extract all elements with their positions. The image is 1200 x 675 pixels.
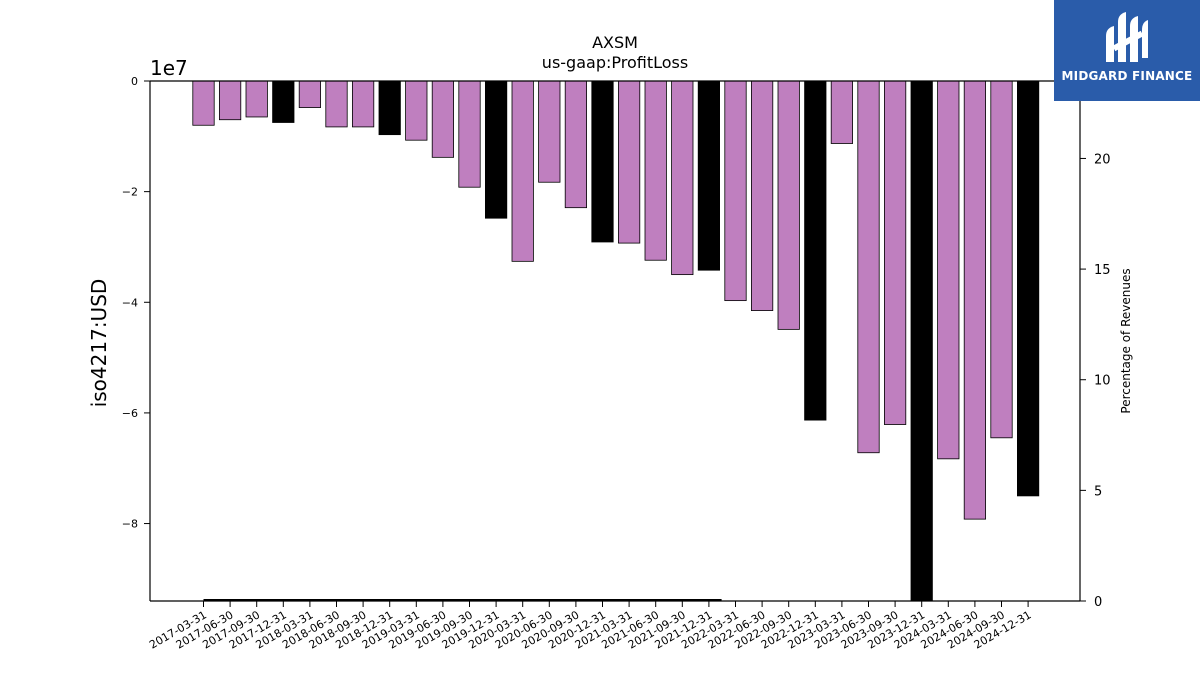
bar-2023-06-30 (857, 80, 880, 454)
bar-2024-09-30 (990, 80, 1013, 439)
y-offset-label: 1e7 (150, 56, 188, 80)
bar-2019-09-30 (458, 80, 481, 188)
bar-2018-12-31 (378, 80, 401, 136)
bar-2018-06-30 (325, 80, 348, 128)
midgard-logo-icon (1106, 12, 1148, 62)
bar-2020-12-31 (591, 80, 614, 243)
bar-2019-03-31 (405, 80, 428, 141)
y-axis-label: iso4217:USD (87, 279, 111, 408)
y2-tick-label: 15 (1094, 263, 1111, 278)
y2-tick-label: 10 (1094, 374, 1111, 389)
bar-2019-12-31 (484, 80, 508, 219)
bar-2021-09-30 (671, 80, 694, 276)
bar-2021-06-30 (644, 80, 667, 261)
y2-tick-label: 0 (1094, 595, 1102, 610)
bar-2024-03-31 (937, 80, 960, 460)
chart-title: AXSM (592, 33, 638, 52)
y-tick-label: −8 (122, 518, 138, 531)
y-ticks-group: 0 −2 −4 −6 −8 (122, 75, 150, 531)
bar-2022-12-31 (804, 80, 827, 421)
bar-2017-03-31 (192, 80, 215, 126)
bar-2023-09-30 (884, 80, 907, 425)
logo-text: MIDGARD FINANCE (1061, 69, 1193, 83)
y-tick-label: −2 (122, 186, 138, 199)
bars-group (192, 80, 1040, 602)
bar-2017-12-31 (272, 80, 295, 123)
bar-2020-03-31 (511, 80, 534, 262)
y2-tick-label: 5 (1094, 484, 1102, 499)
x-ticks-group: 2017-03-312017-06-302017-09-302017-12-31… (147, 601, 1034, 652)
y2-ticks-group: 0 5 10 15 20 (1080, 152, 1111, 610)
y-tick-label: 0 (131, 75, 138, 88)
bar-2024-12-31 (1017, 80, 1040, 497)
bar-2022-03-31 (724, 80, 747, 302)
bar-2020-09-30 (564, 80, 588, 209)
bar-2021-03-31 (618, 80, 641, 244)
bar-2022-09-30 (777, 80, 800, 330)
bar-2018-09-30 (351, 80, 375, 128)
bar-2022-06-30 (751, 80, 774, 311)
bar-2023-03-31 (830, 80, 854, 144)
bar-2023-12-31 (910, 80, 933, 602)
bar-2020-06-30 (538, 80, 561, 183)
y2-axis-label: Percentage of Revenues (1119, 268, 1133, 413)
midgard-finance-logo: MIDGARD FINANCE (1054, 0, 1200, 101)
bar-2018-03-31 (298, 80, 322, 108)
y-tick-label: −6 (122, 407, 138, 420)
y2-tick-label: 20 (1094, 152, 1111, 167)
bar-2017-09-30 (245, 80, 268, 118)
bar-2017-06-30 (218, 80, 242, 121)
bar-2019-06-30 (431, 80, 455, 158)
bar-2024-06-30 (963, 80, 987, 520)
y-tick-label: −4 (122, 296, 138, 309)
bar-2021-12-31 (697, 80, 721, 271)
chart-subtitle: us-gaap:ProfitLoss (542, 53, 688, 72)
axes-group (149, 80, 1081, 602)
